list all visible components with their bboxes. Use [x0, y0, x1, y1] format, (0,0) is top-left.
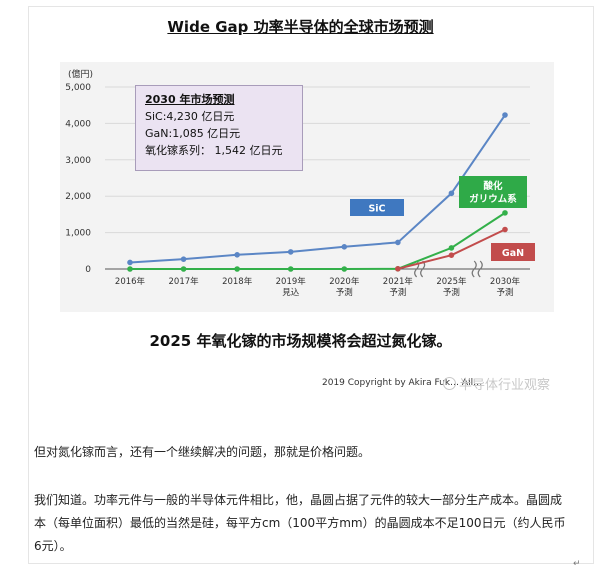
data-point: [448, 190, 455, 197]
x-tick-label: 2021年: [383, 276, 414, 287]
callout-gan: GaN:1,085 亿日元: [145, 127, 241, 140]
data-point: [395, 266, 401, 272]
data-point: [180, 266, 187, 272]
data-point: [287, 249, 294, 255]
data-point: [127, 266, 133, 272]
market-forecast-chart: (億円) 0 1,000 2,000 3,000 4,000 5,000 2016年 2017年…: [60, 62, 554, 312]
paragraph-wafer-cost: 我们知道。功率元件与一般的半导体元件相比，他，晶圆占据了元件的较大一部分生产成本…: [34, 493, 566, 553]
x-tick-label: 予測: [496, 287, 513, 298]
y-tick-label: 2,000: [65, 192, 91, 202]
data-point: [180, 256, 187, 262]
forecast-callout: 2030 年市场预测 SiC:4,230 亿日元 GaN:1,085 亿日元 氧…: [135, 85, 303, 171]
series-tag-label: ガリウム系: [469, 193, 517, 205]
data-point: [448, 252, 455, 258]
x-tick-label: 2018年: [222, 276, 253, 287]
axis-break-mark: [471, 260, 477, 278]
watermark-text: 半导体行业观察: [459, 378, 551, 393]
y-tick-label: 5,000: [65, 83, 91, 93]
x-tick-label: 予測: [443, 287, 460, 298]
copyright-text: 2019 Copyright by Akira Fuk… All…: [322, 378, 483, 388]
x-tick-label: 予測: [389, 287, 406, 298]
return-mark: ↵: [573, 559, 581, 569]
y-tick-label: 1,000: [65, 229, 91, 239]
x-tick-label: 2016年: [115, 276, 146, 287]
y-tick-label: 3,000: [65, 156, 91, 166]
callout-sic: SiC:4,230 亿日元: [145, 110, 235, 123]
series-tag-bg: [491, 243, 535, 261]
data-point: [287, 266, 294, 272]
y-tick-label: 0: [85, 265, 91, 275]
data-point: [395, 239, 401, 246]
data-point: [341, 266, 348, 272]
data-point: [448, 245, 455, 251]
watermark: 半导体行业观察: [443, 374, 550, 393]
axis-break-mark: [420, 260, 426, 278]
x-tick-label: 予測: [336, 287, 353, 298]
wechat-icon: [443, 377, 456, 390]
data-point: [127, 259, 133, 266]
data-point: [502, 210, 508, 216]
data-point: [341, 243, 348, 250]
series-line: [129, 114, 506, 264]
x-tick-label: 2020年: [329, 276, 360, 287]
x-tick-label: 2017年: [169, 276, 200, 287]
series-tag-bg: [350, 199, 404, 216]
chart-svg: (億円) 0 1,000 2,000 3,000 4,000 5,000 2016年 2017年…: [65, 68, 535, 298]
series-tag-label: SiC: [368, 204, 385, 215]
series-tag-label: GaN: [502, 248, 524, 259]
x-tick-label: 2025年: [436, 276, 467, 287]
data-point: [234, 266, 240, 272]
series-tag-bg: [459, 176, 527, 208]
series-line: [130, 212, 506, 270]
paragraph-price-issue: 但对氮化镓而言，还有一个继续解决的问题，那就是价格问题。: [34, 445, 371, 459]
sub-heading: 2025 年氧化镓的市场规模将会超过氮化镓。: [149, 332, 452, 350]
data-point: [502, 112, 508, 118]
x-tick-label: 2019年: [276, 276, 307, 287]
data-point: [234, 252, 240, 258]
callout-ga2o3: 氧化镓系列： 1,542 亿日元: [145, 144, 283, 157]
callout-title: 2030 年市场预测: [145, 93, 235, 106]
y-unit-label: (億円): [68, 68, 93, 80]
y-tick-label: 4,000: [65, 119, 91, 129]
x-tick-label: 見込: [282, 287, 300, 298]
data-point: [502, 226, 508, 233]
page-title: Wide Gap 功率半导体的全球市场预测: [167, 18, 434, 36]
x-tick-label: 2030年: [490, 276, 521, 287]
content-frame: [28, 6, 594, 564]
axis-break-mark: [477, 260, 483, 278]
series-tag-label: 酸化: [483, 180, 503, 192]
